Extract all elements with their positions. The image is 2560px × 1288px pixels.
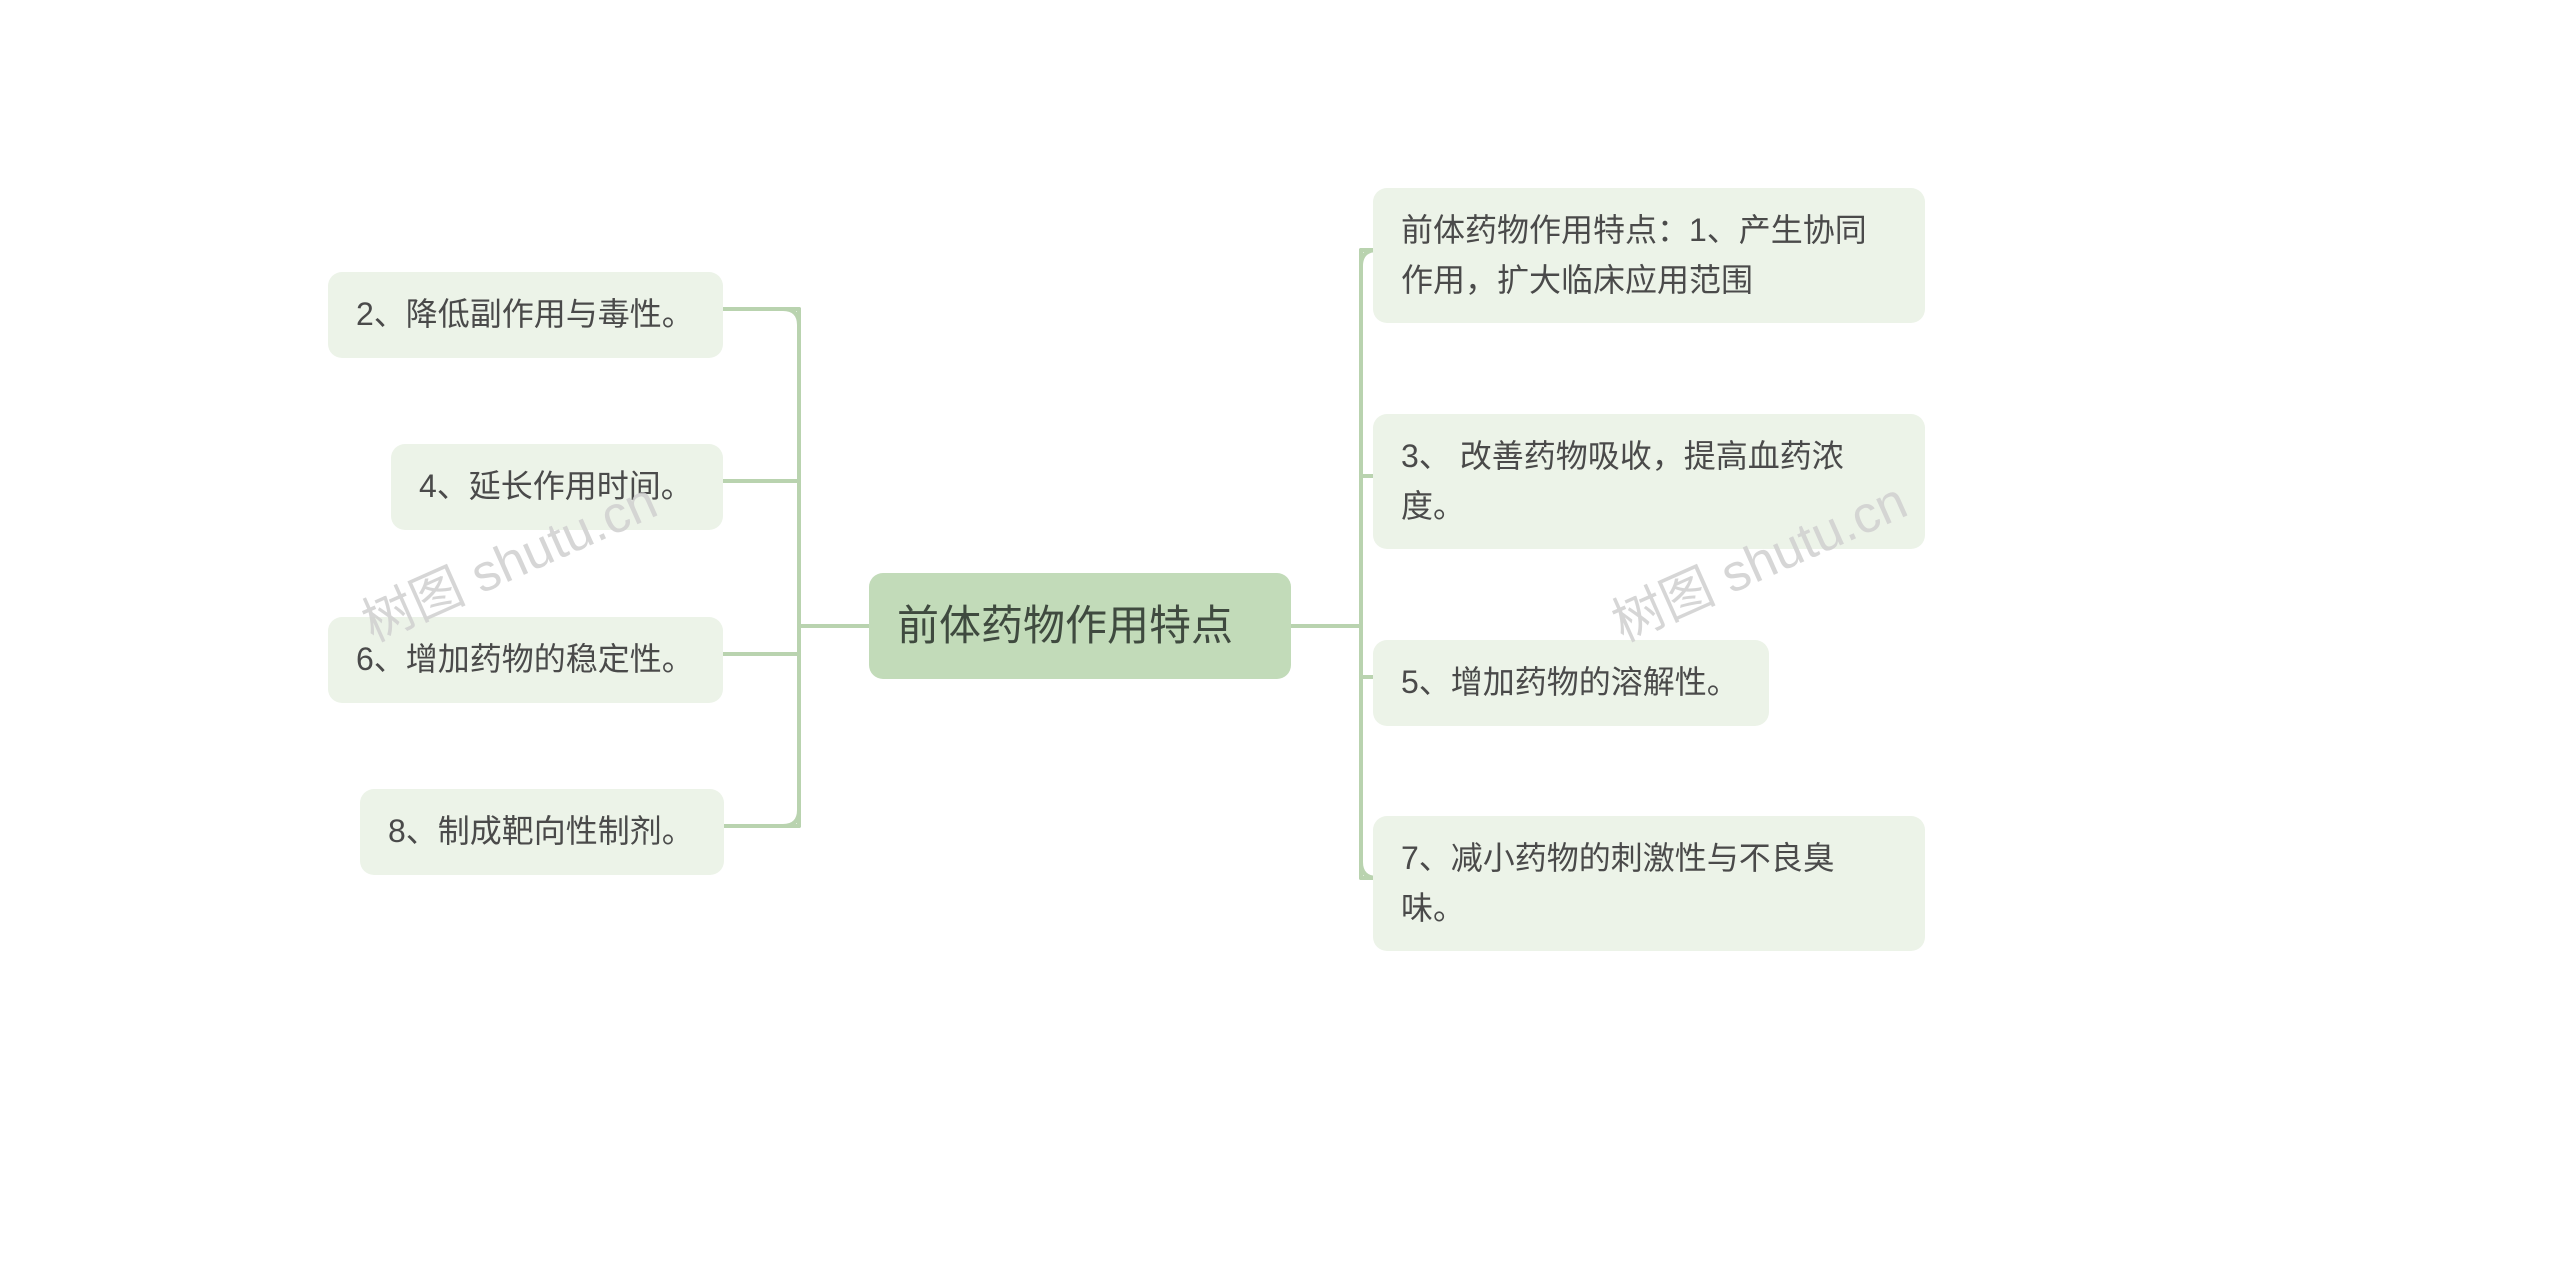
mindmap-canvas: 前体药物作用特点 2、降低副作用与毒性。 4、延长作用时间。 6、增加药物的稳定… (0, 0, 2560, 1288)
left-node-2: 4、延长作用时间。 (391, 444, 723, 530)
left-node-3: 6、增加药物的稳定性。 (328, 617, 723, 703)
center-node: 前体药物作用特点 (869, 573, 1291, 679)
right-node-1: 前体药物作用特点：1、产生协同作用，扩大临床应用范围 (1373, 188, 1925, 323)
left-node-4: 8、制成靶向性制剂。 (360, 789, 724, 875)
right-node-3: 5、增加药物的溶解性。 (1373, 640, 1769, 726)
right-node-4: 7、减小药物的刺激性与不良臭味。 (1373, 816, 1925, 951)
right-node-2: 3、 改善药物吸收，提高血药浓度。 (1373, 414, 1925, 549)
left-node-1: 2、降低副作用与毒性。 (328, 272, 723, 358)
